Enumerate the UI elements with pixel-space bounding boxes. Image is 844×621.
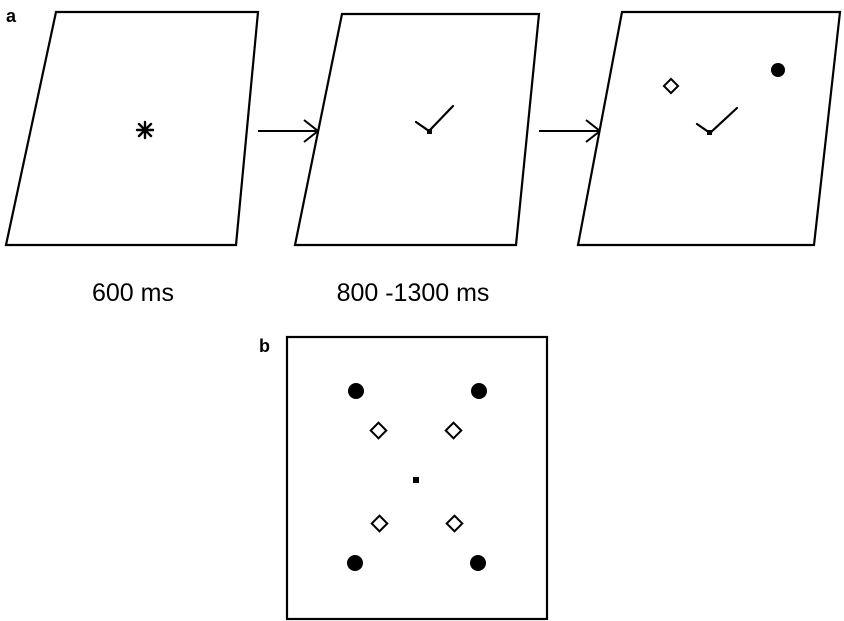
filled-dot-icon — [771, 63, 785, 77]
diamond-icon — [445, 514, 464, 533]
panel-a-letter: a — [6, 6, 17, 26]
filled-dot-icon — [470, 555, 486, 571]
duration-label-2: 800 -1300 ms — [337, 279, 490, 307]
diamond-icon — [444, 421, 463, 440]
gaze-cue-icon — [695, 106, 739, 135]
arrow-2-icon — [539, 119, 602, 143]
screen-gaze-cue — [293, 12, 541, 247]
filled-dot-icon — [347, 555, 363, 571]
diamond-icon — [370, 514, 389, 533]
screen-layout — [285, 335, 549, 621]
screen-frame — [576, 10, 842, 247]
screen-targets — [576, 10, 842, 247]
screen-fixation — [4, 10, 260, 247]
filled-dot-icon — [471, 383, 487, 399]
gaze-cue-icon — [414, 104, 455, 134]
diamond-icon — [662, 77, 680, 95]
screen-frame — [4, 10, 260, 247]
filled-dot-icon — [348, 383, 364, 399]
screen-frame — [293, 12, 541, 247]
fixation-point-icon — [413, 477, 419, 483]
asterisk-icon — [135, 120, 155, 140]
duration-label-1: 600 ms — [92, 279, 174, 307]
panel-b-letter: b — [259, 336, 270, 356]
diamond-icon — [369, 421, 388, 440]
arrow-1-icon — [258, 119, 320, 143]
